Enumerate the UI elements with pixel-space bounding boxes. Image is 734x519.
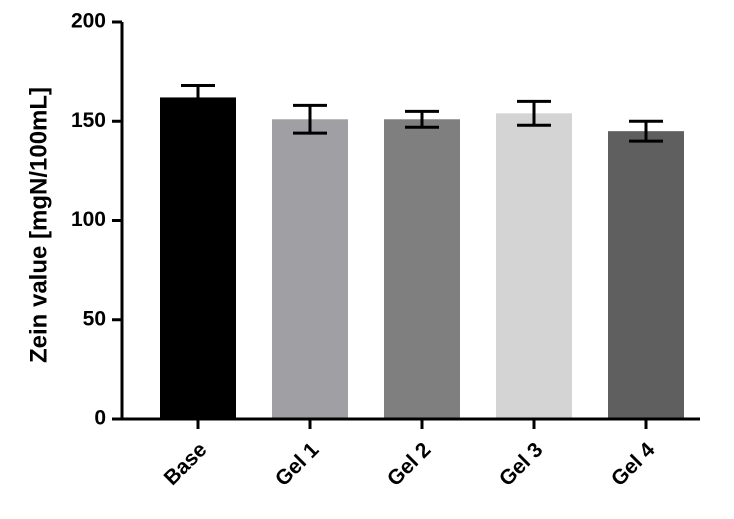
- y-tick-label: 200: [71, 10, 106, 33]
- error-bar: [629, 119, 663, 143]
- y-tick-label: 0: [94, 407, 106, 430]
- bar: [272, 119, 348, 419]
- y-tick-label: 150: [71, 109, 106, 132]
- x-tick-label: Base: [160, 438, 212, 490]
- error-bar: [405, 109, 439, 129]
- y-axis-label: Zein value [mgN/100mL]: [25, 87, 52, 363]
- error-bar: [517, 99, 551, 127]
- axes: [120, 22, 700, 421]
- bar: [384, 119, 460, 419]
- y-tick-label: 50: [83, 307, 106, 330]
- bar: [160, 97, 236, 420]
- error-bar: [181, 84, 215, 111]
- x-tick-label: Gel 1: [271, 438, 324, 491]
- x-tick-label: Gel 3: [495, 438, 548, 491]
- x-tick-label: Gel 4: [607, 438, 660, 491]
- error-bar: [293, 103, 327, 135]
- bar: [496, 113, 572, 419]
- x-tick-label: Gel 2: [383, 438, 436, 491]
- y-tick-label: 100: [71, 208, 106, 231]
- bar: [608, 131, 684, 420]
